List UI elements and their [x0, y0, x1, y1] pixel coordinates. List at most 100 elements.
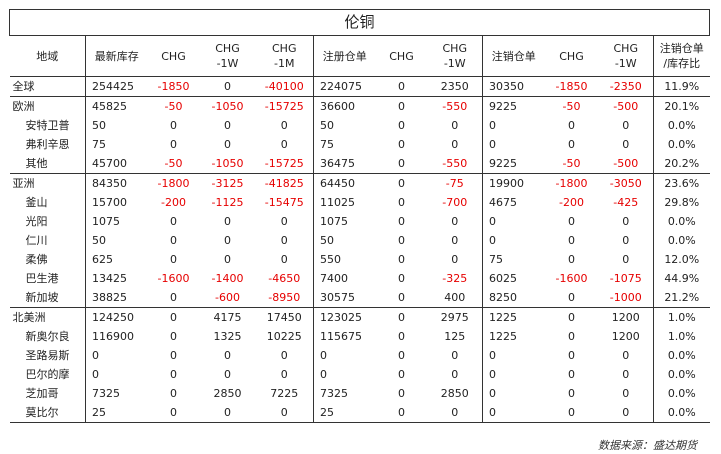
cell-cancelled: 8250	[489, 291, 517, 304]
cell-ratio: 0.0%	[653, 403, 710, 423]
cell-chg-1w: 0	[199, 76, 256, 97]
cell-can-chg: -50	[562, 157, 581, 170]
cell-inventory: 625	[92, 253, 113, 266]
cell-reg-chg: 0	[375, 96, 428, 116]
cell-reg-chg: 0	[398, 387, 405, 400]
cell-chg-1w: -3125	[199, 173, 256, 193]
cell-chg-1w: 0	[224, 119, 231, 132]
cell-ratio: 1.0%	[667, 330, 696, 343]
cell-chg-1m: -40100	[255, 76, 314, 97]
region-cell: 亚洲	[9, 173, 86, 193]
cell-inventory: 75	[92, 138, 106, 151]
cell-chg: 0	[170, 138, 177, 151]
cell-can-chg: 0	[568, 330, 575, 343]
cell-can-chg-1w: -500	[598, 154, 654, 174]
table-row: 其他 45700 -50 -1050 -15725 36475 0 -550 9225 -50 -5…	[9, 154, 710, 174]
cell-ratio: 0.0%	[667, 119, 696, 132]
cell-chg: 0	[170, 253, 177, 266]
cell-chg-1m: 17450	[255, 307, 314, 327]
cell-ratio: 1.0%	[653, 307, 710, 327]
cell-inventory: 45825	[85, 96, 148, 116]
cell-inventory: 25	[85, 403, 148, 423]
cell-chg-1m: -4650	[255, 269, 314, 288]
cell-inventory: 254425	[85, 76, 148, 97]
region-cell: 莫比尔	[9, 403, 86, 423]
cell-cancelled: 19900	[482, 173, 545, 193]
cell-ratio: 12.0%	[664, 253, 700, 266]
cell-chg-1w: 0	[224, 368, 231, 381]
cell-can-chg: -200	[559, 196, 584, 209]
cell-can-chg: -1800	[544, 173, 599, 193]
table-row: 巴生港 13425 -1600 -1400 -4650 7400 0 -325 6025 -160…	[9, 269, 710, 288]
region-cell: 弗利辛恩	[9, 135, 86, 154]
table-row: 安特卫普 50 0 0 0 50 0 0 0 0 0 0.0%	[9, 116, 710, 135]
cell-chg-1w: 0	[224, 215, 231, 228]
cell-ratio: 0.0%	[667, 138, 696, 151]
cell-chg-1w: 1325	[213, 330, 242, 343]
table-row: 仁川 50 0 0 0 50 0 0 0 0 0 0.0%	[9, 231, 710, 250]
cell-reg-chg: 0	[375, 173, 428, 193]
table-row: 新加坡 38825 0 -600 -8950 30575 0 400 8250 0 -1000 21.…	[9, 288, 710, 308]
cell-chg: 0	[170, 330, 177, 343]
cell-ratio: 23.6%	[653, 173, 710, 193]
cell-can-chg-1w: 0	[598, 346, 654, 365]
cell-can-chg-1w: -3050	[598, 173, 654, 193]
cell-reg-chg-1w: 125	[427, 327, 483, 346]
cell-reg-chg-1w: 0	[427, 116, 483, 135]
cell-reg-chg-1w: -700	[427, 193, 483, 212]
data-source-note: 数据来源：盛达期货	[598, 439, 697, 452]
cell-inventory: 38825	[92, 291, 127, 304]
region-cell: 北美洲	[9, 307, 86, 327]
cell-reg-chg: 0	[398, 215, 405, 228]
cell-registered: 123025	[313, 307, 376, 327]
column-header: 注销仓单	[482, 35, 545, 77]
cell-chg-1m: 0	[255, 365, 314, 384]
region-cell: 釜山	[9, 193, 86, 212]
cell-reg-chg-1w: 0	[427, 212, 483, 231]
cell-reg-chg: 0	[398, 291, 405, 304]
cell-inventory: 7325	[92, 387, 120, 400]
cell-chg-1m: 0	[255, 212, 314, 231]
cell-ratio: 20.2%	[664, 157, 700, 170]
cell-reg-chg-1w: 0	[427, 346, 483, 365]
cell-ratio: 20.1%	[653, 96, 710, 116]
column-header: CHG -1M	[255, 35, 314, 77]
cell-registered: 50	[320, 119, 334, 132]
cell-cancelled: 1225	[489, 330, 517, 343]
cell-can-chg: 0	[544, 307, 599, 327]
cell-registered: 36475	[320, 157, 355, 170]
cell-reg-chg-1w: -75	[427, 173, 483, 193]
cell-cancelled: 0	[489, 387, 496, 400]
cell-registered: 64450	[313, 173, 376, 193]
cell-reg-chg: 0	[398, 349, 405, 362]
cell-can-chg-1w: -1075	[598, 269, 654, 288]
cell-chg: 0	[170, 291, 177, 304]
cell-cancelled: 0	[489, 215, 496, 228]
table-row: 光阳 1075 0 0 0 1075 0 0 0 0 0 0.0%	[9, 212, 710, 231]
table-row: 新奥尔良 116900 0 1325 10225 115675 0 125 1225 0 1200 1…	[9, 327, 710, 346]
cell-can-chg: 0	[568, 368, 575, 381]
cell-registered: 224075	[313, 76, 376, 97]
cell-can-chg: 0	[568, 138, 575, 151]
cell-can-chg-1w: -2350	[598, 76, 654, 97]
cell-cancelled: 4675	[489, 196, 517, 209]
cell-inventory: 1075	[92, 215, 120, 228]
table-title: 伦铜	[8, 9, 711, 36]
column-header: 地域	[9, 35, 86, 77]
region-cell: 仁川	[9, 231, 86, 250]
cell-can-chg: 0	[568, 253, 575, 266]
cell-can-chg: -1850	[544, 76, 599, 97]
cell-reg-chg: 0	[398, 234, 405, 247]
region-cell: 柔佛	[9, 250, 86, 269]
region-cell: 安特卫普	[9, 116, 86, 135]
cell-reg-chg-1w: 0	[427, 231, 483, 250]
cell-can-chg-1w: 0	[598, 135, 654, 154]
cell-reg-chg-1w: -325	[427, 269, 483, 288]
cell-inventory: 116900	[92, 330, 134, 343]
table-row: 弗利辛恩 75 0 0 0 75 0 0 0 0 0 0.0%	[9, 135, 710, 154]
cell-registered: 50	[320, 234, 334, 247]
region-cell: 光阳	[9, 212, 86, 231]
cell-ratio: 0.0%	[667, 368, 696, 381]
cell-reg-chg: 0	[398, 157, 405, 170]
cell-reg-chg: 0	[398, 272, 405, 285]
